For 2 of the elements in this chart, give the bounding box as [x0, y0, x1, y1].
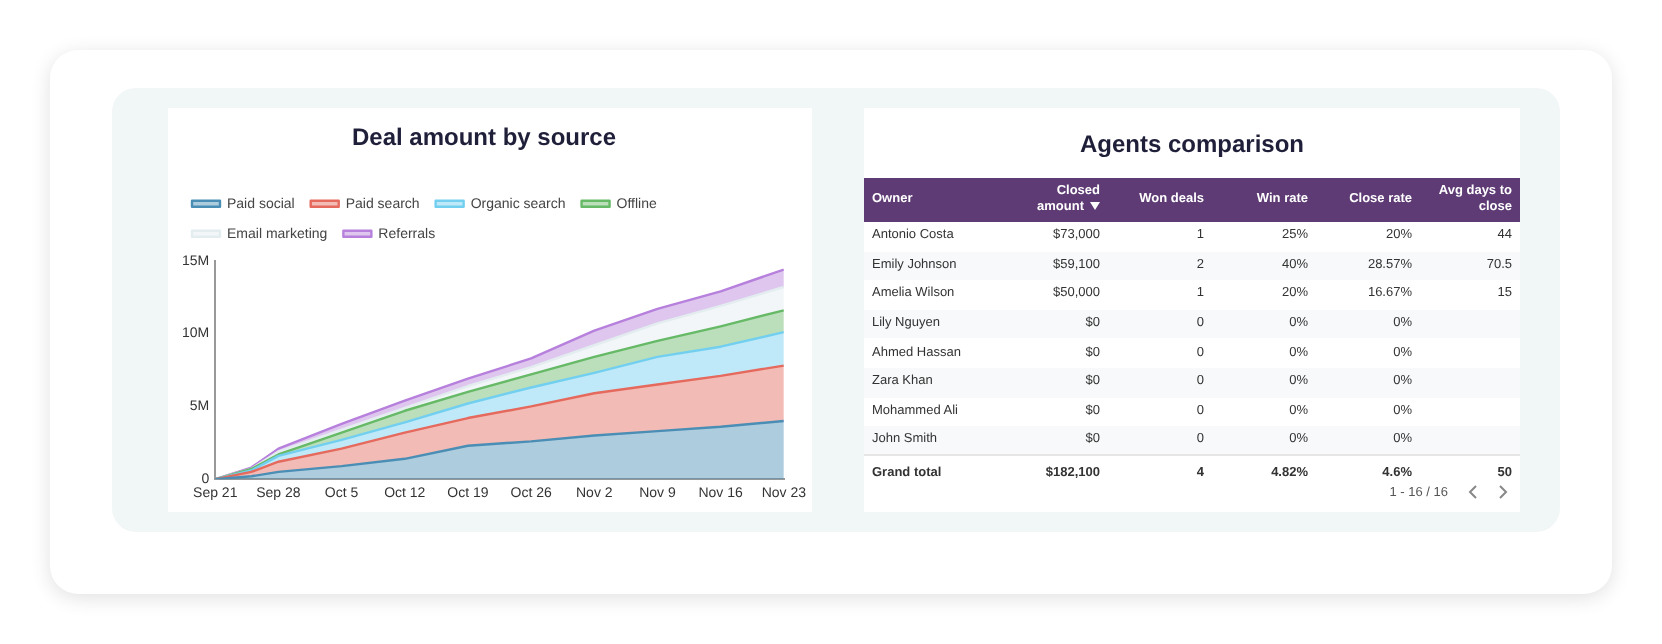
text: Agents comparison	[1077, 130, 1307, 162]
chart-title: Deal amount by source	[351, 123, 617, 152]
